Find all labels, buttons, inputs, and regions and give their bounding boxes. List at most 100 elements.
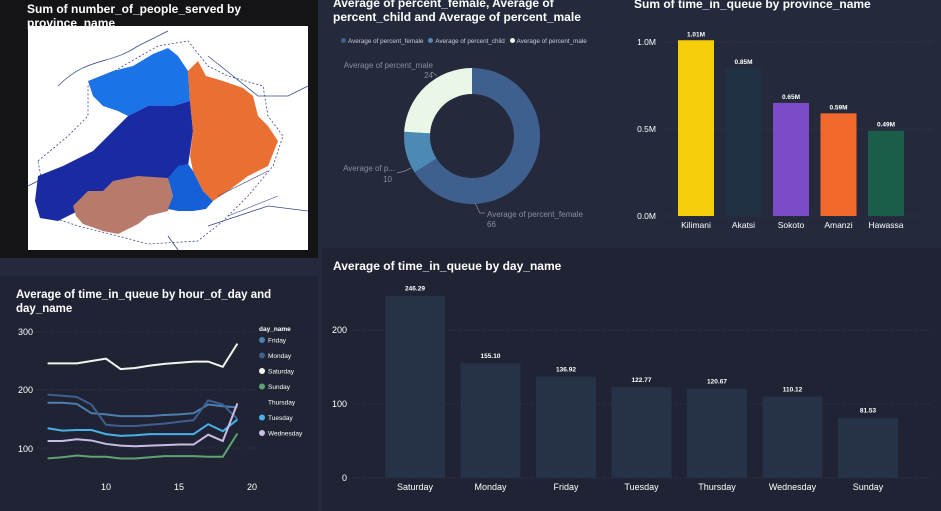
day-category-5: Wednesday — [769, 482, 817, 492]
map-region-east[interactable] — [188, 61, 278, 201]
day-data-label-2: 136.92 — [556, 367, 576, 374]
map-svg — [28, 30, 308, 250]
day-bar-thursday[interactable] — [687, 388, 747, 478]
line-legend-label-sunday[interactable]: Sunday — [268, 384, 291, 391]
line-ytick-300: 300 — [18, 327, 33, 337]
prov-bar-sokoto[interactable] — [773, 102, 809, 216]
line-xtick-10: 10 — [101, 482, 111, 492]
day-data-label-3: 122.77 — [632, 377, 652, 384]
day-bar-saturday[interactable] — [385, 295, 445, 478]
line-legend-label-friday[interactable]: Friday — [268, 338, 287, 345]
line-series-monday[interactable] — [47, 393, 239, 427]
map-road-line — [217, 170, 279, 217]
leader-male — [431, 71, 438, 77]
line-legend-label-wednesday[interactable]: Wednesday — [268, 431, 303, 438]
legend-male-dot — [509, 38, 515, 43]
donut-legend: Average of percent_female Average of per… — [341, 38, 587, 45]
day-category-2: Friday — [553, 482, 579, 492]
donut-slice-0[interactable] — [414, 68, 540, 204]
line-series-thursday[interactable] — [47, 419, 238, 437]
line-series-sunday[interactable] — [47, 432, 239, 460]
line-xtick-20: 20 — [247, 482, 257, 492]
prov-category-1: Akatsi — [732, 220, 755, 230]
line-series-saturday[interactable] — [47, 343, 239, 371]
day-bar-tuesday[interactable] — [611, 387, 672, 478]
legend-female[interactable]: Average of percent_female — [341, 38, 424, 45]
label-male-value: 24 — [424, 71, 433, 80]
donut-svg: Average of percent_male 24 Average of p.… — [343, 61, 583, 229]
prov-ytick-2: 1.0M — [637, 37, 656, 47]
line-xtick-15: 15 — [174, 482, 184, 492]
prov-bar-hawassa[interactable] — [868, 130, 904, 216]
prov-data-label-4: 0.49M — [877, 122, 895, 129]
map-canvas[interactable] — [28, 26, 308, 250]
legend-child[interactable]: Average of percent_child — [428, 38, 505, 45]
line-series-tuesday[interactable] — [47, 418, 239, 437]
label-child-value: 10 — [383, 175, 392, 184]
line-legend-dot-saturday — [259, 368, 265, 374]
prov-category-2: Sokoto — [778, 220, 805, 230]
prov-bar-amanzi[interactable] — [820, 113, 857, 216]
day-ytick-200: 200 — [332, 325, 347, 335]
line-legend-label-monday[interactable]: Monday — [268, 353, 292, 360]
prov-category-0: Kilimani — [681, 220, 711, 230]
day-category-0: Saturday — [397, 482, 434, 492]
prov-bar-kilimani[interactable] — [678, 40, 714, 216]
prov-data-label-2: 0.65M — [782, 94, 800, 101]
day-category-6: Sunday — [853, 482, 884, 492]
line-legend-label-saturday[interactable]: Saturday — [268, 369, 295, 376]
label-female-value: 66 — [487, 220, 496, 229]
line-legend-dot-thursday — [259, 399, 265, 405]
day-bar-friday[interactable] — [536, 376, 596, 478]
day-bar-monday[interactable] — [460, 363, 521, 478]
label-male-name: Average of percent_male — [344, 61, 434, 70]
line-panel — [0, 276, 318, 511]
day-category-4: Thursday — [698, 482, 736, 492]
line-legend-dot-tuesday — [259, 414, 265, 421]
day-bar-wednesday[interactable] — [762, 396, 823, 478]
line-chart-svg: 100 200 300 10 15 20 day_name Friday Mond… — [18, 326, 303, 492]
map-region-south[interactable] — [73, 176, 173, 234]
line-legend-title: day_name — [259, 326, 291, 333]
prov-data-label-3: 0.59M — [829, 104, 847, 111]
legend-female-label: Average of percent_female — [348, 38, 424, 45]
day-data-label-1: 155.10 — [481, 353, 501, 360]
day-data-label-4: 120.67 — [707, 379, 727, 386]
label-child-name: Average of p... — [343, 164, 395, 173]
donut-slice-2[interactable] — [404, 68, 472, 134]
day-bar-sunday[interactable] — [838, 417, 898, 478]
legend-female-dot — [341, 38, 346, 43]
line-chart-title: Average of time_in_queue by hour_of_day … — [16, 289, 272, 315]
map-region-southeast[interactable] — [168, 164, 213, 211]
legend-male[interactable]: Average of percent_male — [509, 38, 587, 45]
line-ytick-100: 100 — [18, 444, 33, 454]
label-female-name: Average of percent_female — [487, 210, 583, 219]
line-legend-label-tuesday[interactable]: Tuesday — [268, 415, 293, 422]
day-category-3: Tuesday — [624, 482, 659, 492]
line-legend-label-thursday[interactable]: Thursday — [268, 400, 296, 407]
prov-category-4: Hawassa — [869, 220, 904, 230]
day-data-label-0: 246.29 — [405, 286, 425, 293]
line-ytick-200: 200 — [18, 385, 33, 395]
prov-bar-akatsi[interactable] — [725, 68, 762, 216]
line-series-friday[interactable] — [47, 401, 238, 418]
day-ytick-0: 0 — [342, 473, 347, 483]
map-region-central[interactable] — [35, 101, 193, 221]
leader-female — [474, 202, 485, 214]
day-data-label-5: 110.12 — [783, 387, 803, 394]
legend-child-dot — [428, 38, 434, 43]
line-legend-dot-sunday — [259, 383, 265, 390]
line-legend-dot-monday — [259, 352, 265, 359]
prov-data-label-0: 1.01M — [687, 31, 705, 38]
day-category-1: Monday — [474, 482, 507, 492]
day-bar-svg: 0 100 200 246.29 Saturday 155.10 Monday 136.… — [332, 286, 930, 492]
map-outline-dashed — [37, 40, 284, 245]
map-region-northwest[interactable] — [88, 48, 190, 116]
day-ytick-100: 100 — [332, 399, 347, 409]
day-bar-title: Average of time_in_queue by day_name — [333, 259, 562, 273]
line-series-wednesday[interactable] — [47, 402, 239, 448]
prov-ytick-0: 0.0M — [637, 211, 656, 221]
day-data-label-6: 81.53 — [860, 408, 877, 415]
leader-child — [396, 167, 412, 174]
donut-slice-1[interactable] — [404, 131, 437, 173]
